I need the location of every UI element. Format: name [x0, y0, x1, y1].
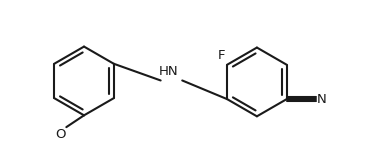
- Text: N: N: [317, 93, 327, 106]
- Text: F: F: [218, 49, 225, 62]
- Text: O: O: [55, 128, 65, 141]
- Text: HN: HN: [159, 65, 178, 78]
